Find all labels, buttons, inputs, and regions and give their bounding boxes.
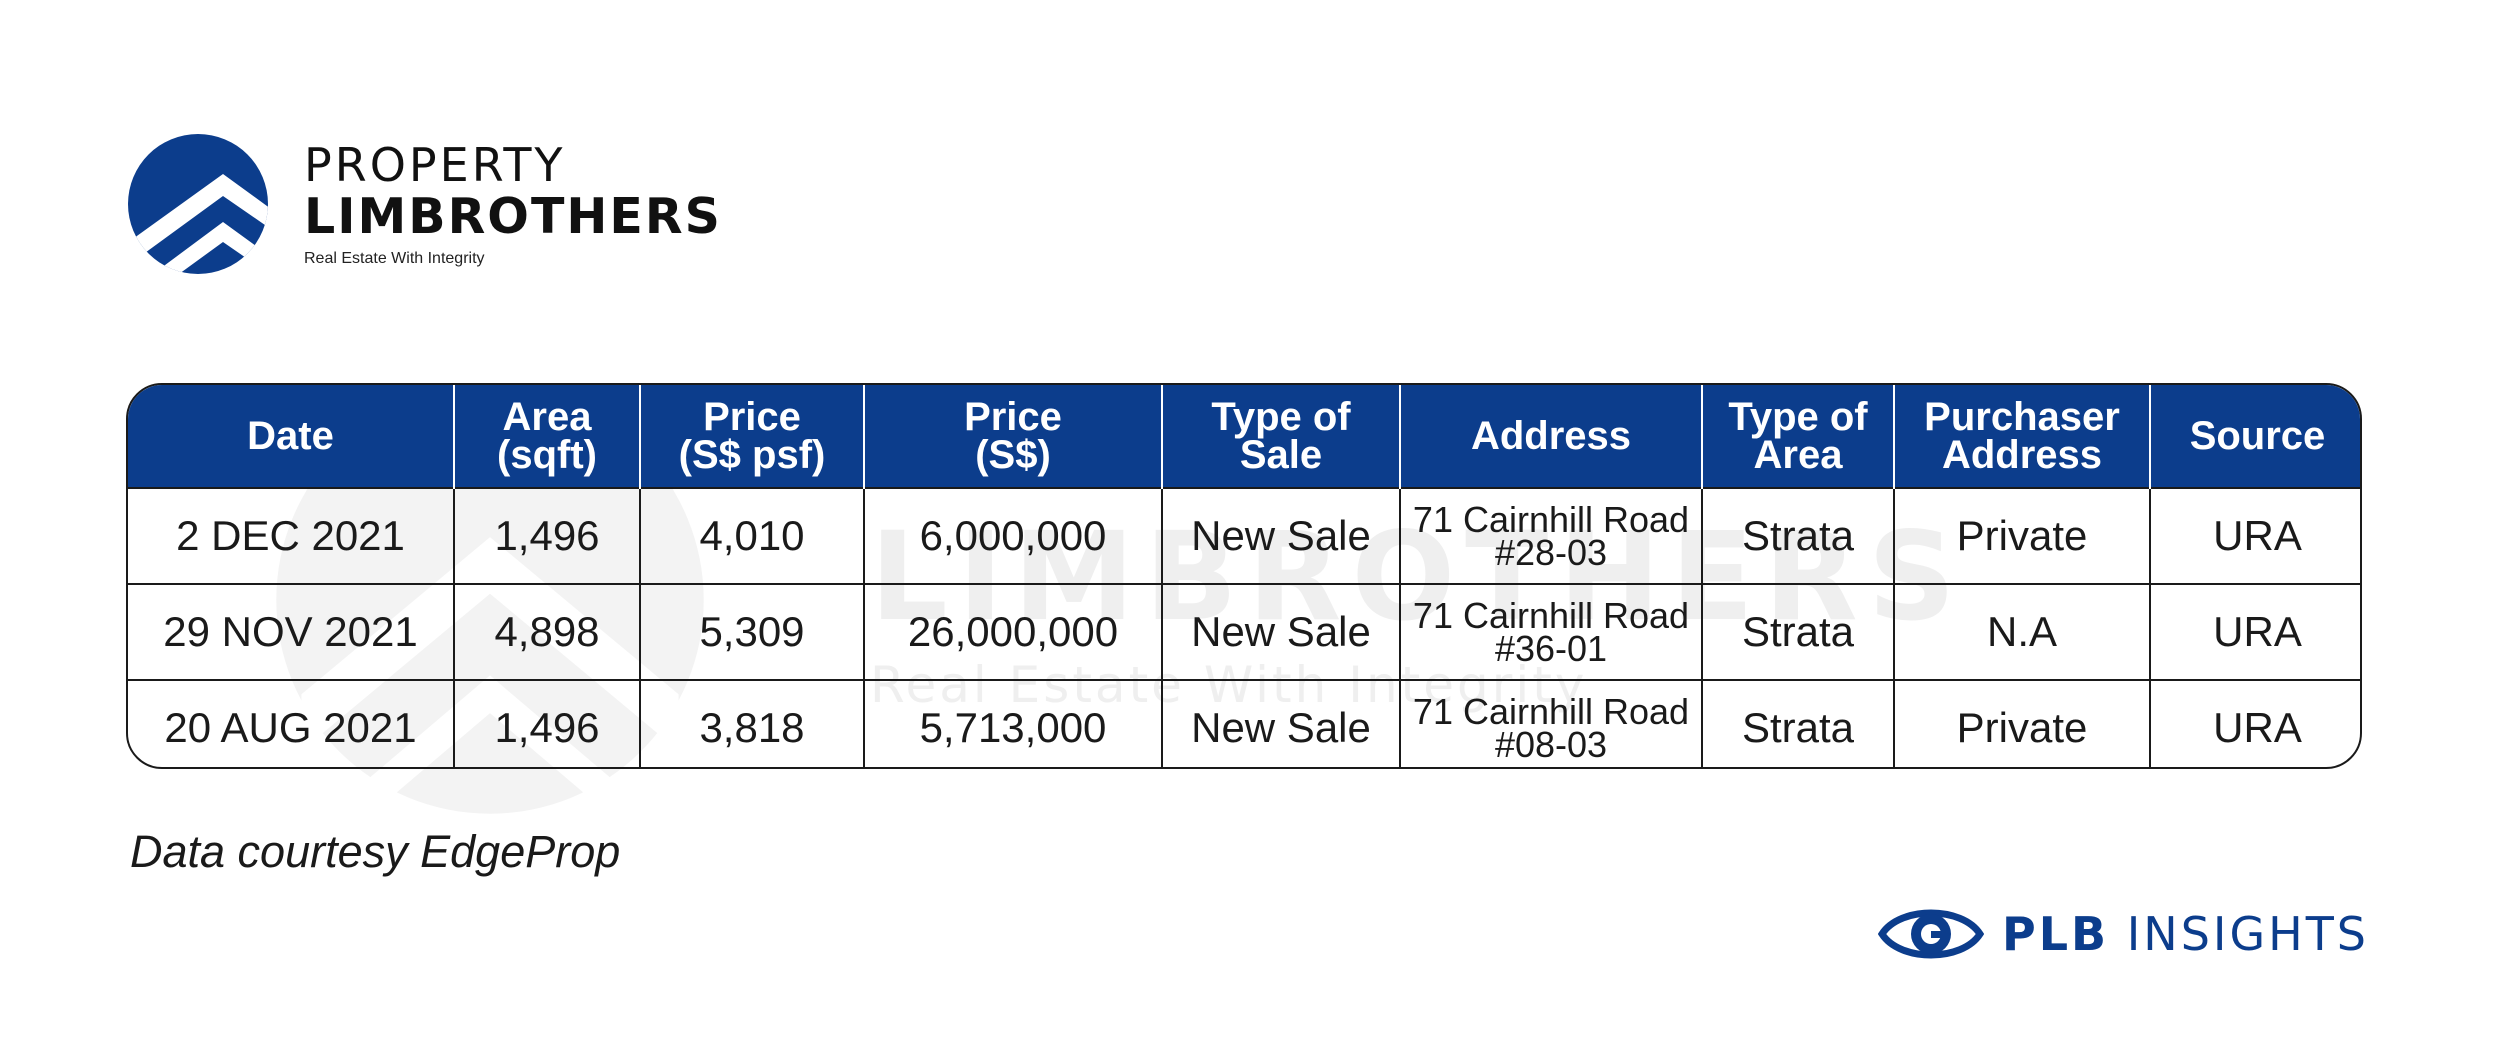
- brand-name-line1: PROPERTY: [304, 142, 722, 188]
- brand-tagline: Real Estate With Integrity: [304, 251, 722, 267]
- header-purchaser-address: Purchaser Address: [1894, 385, 2150, 488]
- cell-type-of-area: Strata: [1702, 680, 1894, 769]
- cell-date: 2 DEC 2021: [128, 488, 454, 584]
- cell-type-of-sale: New Sale: [1162, 584, 1400, 680]
- header-price: Price (S$): [864, 385, 1162, 488]
- cell-purchaser-address: Private: [1894, 488, 2150, 584]
- cell-price: 26,000,000: [864, 584, 1162, 680]
- plb-insights-bold: PLB: [2002, 907, 2109, 961]
- cell-type-of-area: Strata: [1702, 584, 1894, 680]
- cell-price-psf: 5,309: [640, 584, 864, 680]
- cell-address: 71 Cairnhill Road #36-01: [1400, 584, 1702, 680]
- cell-price-psf: 3,818: [640, 680, 864, 769]
- cell-purchaser-address: Private: [1894, 680, 2150, 769]
- cell-type-of-area: Strata: [1702, 488, 1894, 584]
- cell-type-of-sale: New Sale: [1162, 680, 1400, 769]
- transactions-table: Date Area (sqft) Price (S$ psf) Price (S$) …: [126, 383, 2362, 769]
- cell-address: 71 Cairnhill Road #28-03: [1400, 488, 1702, 584]
- header-address: Address: [1400, 385, 1702, 488]
- plb-insights-text: PLB INSIGHTS: [2002, 911, 2369, 957]
- table-header-row: Date Area (sqft) Price (S$ psf) Price (S$) …: [128, 385, 2362, 488]
- table-row: 29 NOV 2021 4,898 5,309 26,000,000 New S…: [128, 584, 2362, 680]
- plb-insights-rest: INSIGHTS: [2127, 907, 2369, 961]
- plb-insights-logo: PLB INSIGHTS: [1878, 900, 2369, 968]
- cell-source: URA: [2150, 680, 2362, 769]
- cell-date: 20 AUG 2021: [128, 680, 454, 769]
- cell-price-psf: 4,010: [640, 488, 864, 584]
- brand-logo: PROPERTY LIMBROTHERS Real Estate With In…: [128, 134, 722, 274]
- cell-price: 5,713,000: [864, 680, 1162, 769]
- header-date: Date: [128, 385, 454, 488]
- brand-roof-icon: [128, 134, 268, 274]
- header-source: Source: [2150, 385, 2362, 488]
- cell-area: 4,898: [454, 584, 640, 680]
- cell-source: URA: [2150, 584, 2362, 680]
- eye-icon: [1878, 900, 1984, 968]
- header-price-psf: Price (S$ psf): [640, 385, 864, 488]
- data-source-note: Data courtesy EdgeProp: [130, 826, 620, 878]
- table-row: 2 DEC 2021 1,496 4,010 6,000,000 New Sal…: [128, 488, 2362, 584]
- cell-date: 29 NOV 2021: [128, 584, 454, 680]
- brand-wordmark: PROPERTY LIMBROTHERS Real Estate With In…: [304, 142, 722, 267]
- cell-source: URA: [2150, 488, 2362, 584]
- cell-type-of-sale: New Sale: [1162, 488, 1400, 584]
- table-row: 20 AUG 2021 1,496 3,818 5,713,000 New Sa…: [128, 680, 2362, 769]
- header-type-of-sale: Type of Sale: [1162, 385, 1400, 488]
- cell-area: 1,496: [454, 488, 640, 584]
- cell-purchaser-address: N.A: [1894, 584, 2150, 680]
- transactions-grid: Date Area (sqft) Price (S$ psf) Price (S$) …: [128, 385, 2362, 769]
- cell-price: 6,000,000: [864, 488, 1162, 584]
- header-area: Area (sqft): [454, 385, 640, 488]
- header-type-of-area: Type of Area: [1702, 385, 1894, 488]
- brand-name-line2: LIMBROTHERS: [304, 192, 722, 241]
- cell-address: 71 Cairnhill Road #08-03: [1400, 680, 1702, 769]
- cell-area: 1,496: [454, 680, 640, 769]
